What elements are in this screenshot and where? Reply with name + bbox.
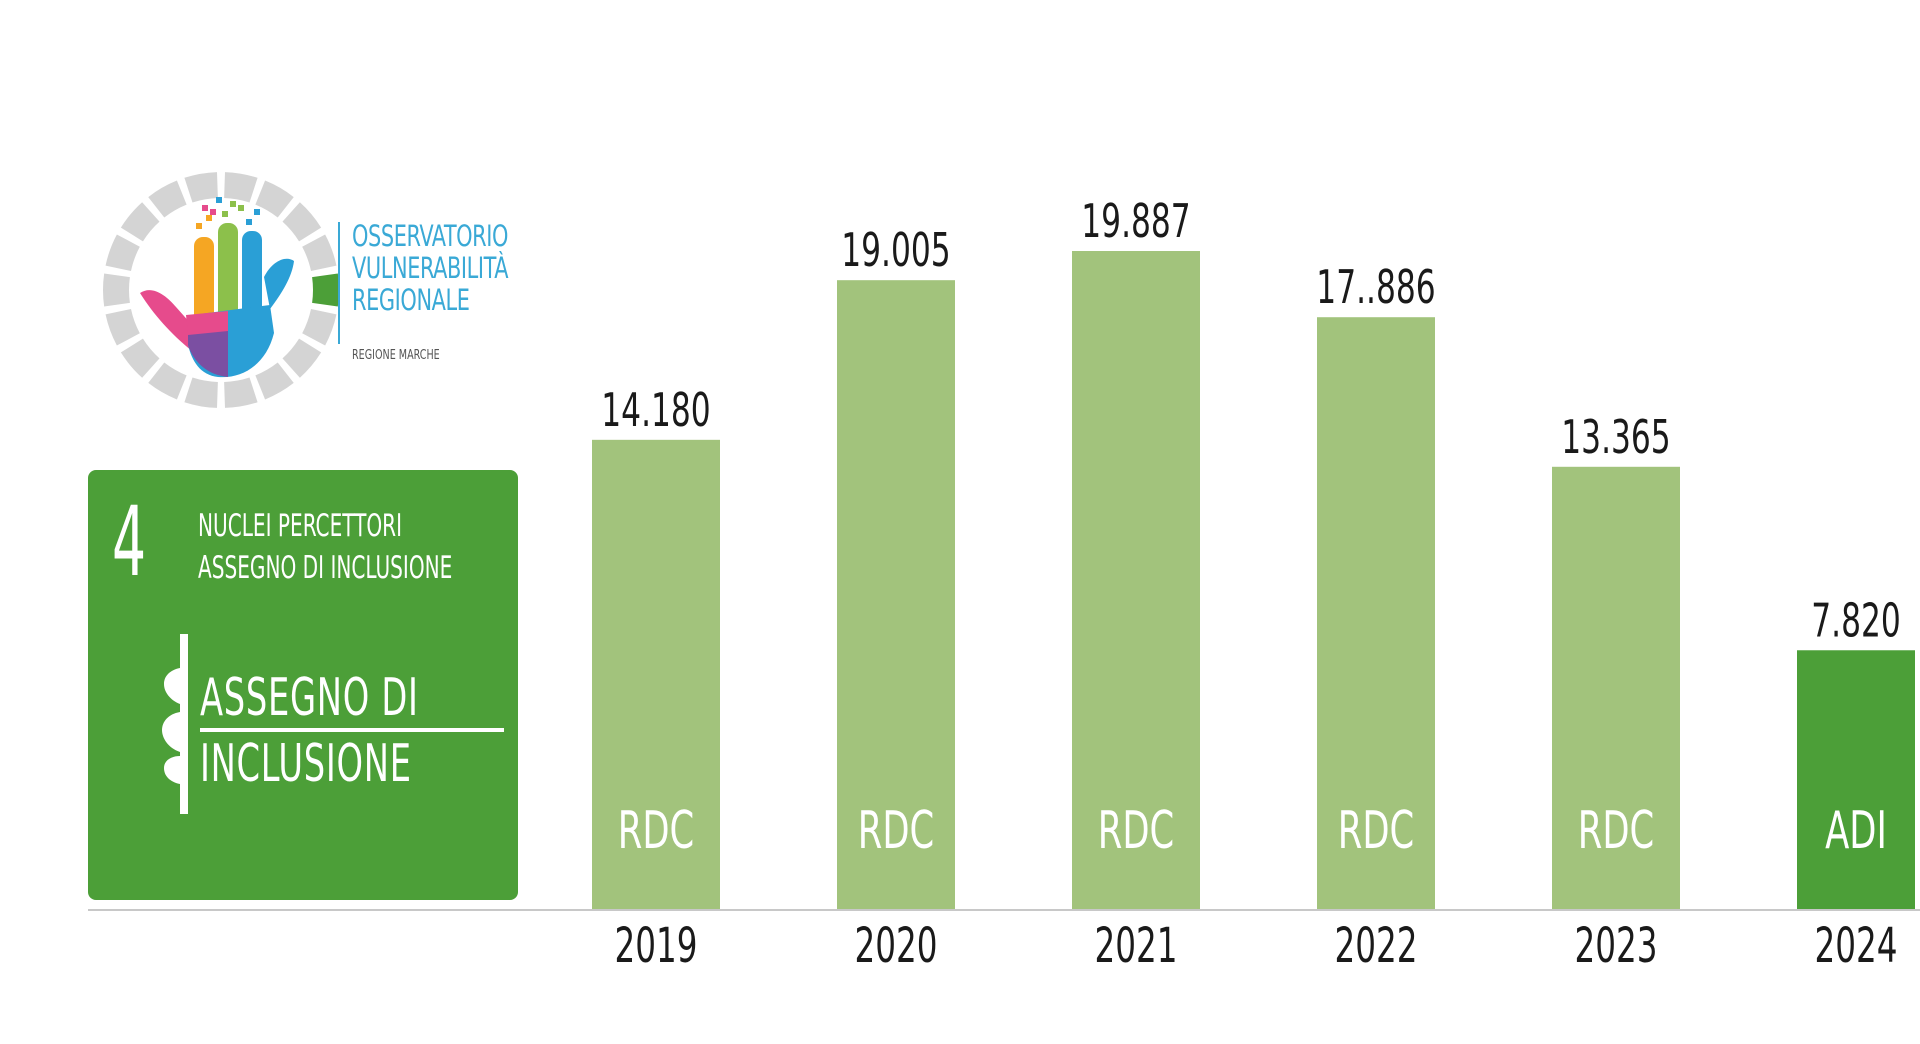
card-title-line-2: INCLUSIONE [200,734,412,794]
value-label-2024: 7.820 [1811,594,1901,648]
card-number: 4 [112,486,147,598]
logo-ring-segment [312,273,339,307]
logo-ring-segment [148,180,187,218]
logo-ring-segment [120,202,160,242]
info-card: 4 NUCLEI PERCETTORI ASSEGNO DI INCLUSION… [88,470,518,900]
bar-2020 [837,280,955,909]
bar-label-2019: RDC [618,801,694,861]
x-tick-2019: 2019 [614,918,697,974]
logo-ring-segment [148,362,187,400]
value-label-2020: 19.005 [841,224,950,278]
bar-label-2023: RDC [1578,801,1654,861]
logo-ring-segment [184,377,218,408]
logo-ring-segment [255,362,294,400]
logo-ring-segment [120,338,160,378]
bar-label-2021: RDC [1098,801,1174,861]
logo-ring-segment [282,338,322,378]
logo-ring-segment [184,172,218,203]
card-subtitle-line-2: ASSEGNO DI INCLUSIONE [198,550,453,586]
card-title-underline [200,728,504,732]
x-tick-2021: 2021 [1094,918,1177,974]
brand-divider [338,222,340,344]
logo-ring-segment [105,309,140,346]
bar-label-2022: RDC [1338,801,1414,861]
x-tick-2020: 2020 [854,918,937,974]
bar-label-2020: RDC [858,801,934,861]
logo-ring-segment [255,180,294,218]
logo-ring-segment [105,234,140,271]
brand-line-1: OSSERVATORIO [352,219,509,253]
bar-2022 [1317,317,1435,909]
logo-ring-segment [302,234,337,271]
bar-2024 [1797,650,1915,909]
card-title-line-1: ASSEGNO DI [200,668,419,728]
brand-line-2: VULNERABILITÀ [352,251,509,285]
hand-in-ring-logo-icon [103,172,339,408]
bars-group [592,251,1915,909]
bar-2023 [1552,466,1680,909]
card-subtitle-line-1: NUCLEI PERCETTORI [198,508,403,544]
value-label-2021: 19.887 [1081,195,1190,249]
bar-2021 [1072,251,1200,909]
bar-2019 [592,439,720,909]
logo-ring-segment [224,377,258,408]
logo-ring-segment [282,202,322,242]
puzzle-edge-icon [162,634,188,814]
x-tick-2022: 2022 [1334,918,1417,974]
logo-ring-segment [103,273,130,307]
hand-icon [140,197,294,378]
value-label-2023: 13.365 [1561,411,1670,465]
bar-label-2024: ADI [1825,801,1887,861]
observatory-name: OSSERVATORIO VULNERABILITÀ REGIONALE REG… [338,220,578,380]
logo-ring-segment [302,309,337,346]
logo-ring-segment [224,172,258,203]
value-label-2022: 17..886 [1316,261,1435,315]
x-tick-2024: 2024 [1814,918,1897,974]
value-label-2019: 14.180 [601,384,710,438]
brand-subtitle: REGIONE MARCHE [352,348,440,363]
brand-line-3: REGIONALE [352,283,470,317]
x-tick-2023: 2023 [1574,918,1657,974]
